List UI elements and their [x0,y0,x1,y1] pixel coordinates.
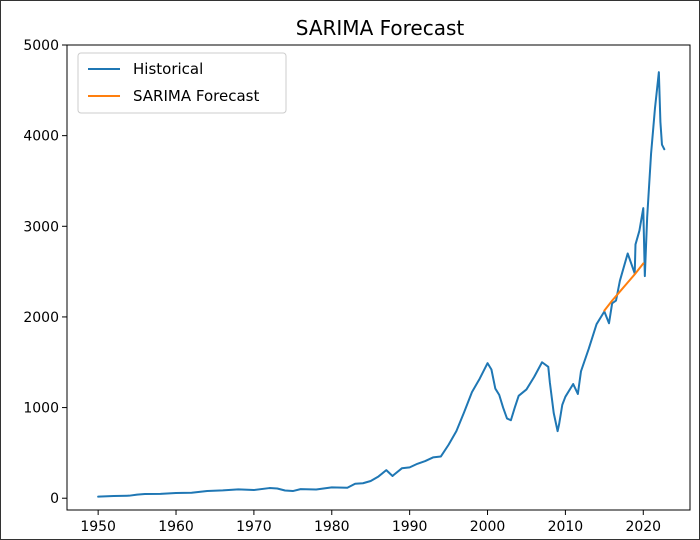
y-tick-label: 4000 [23,129,59,145]
plot-area-frame [66,44,691,511]
x-tick-label: 1980 [314,519,350,535]
series-line-0 [97,71,666,498]
x-axis: 1950 1960 1970 1980 1990 2000 2010 2020 [80,510,661,535]
series-line-1 [603,262,645,312]
x-tick-label: 2000 [470,519,506,535]
x-tick-label: 2010 [548,519,584,535]
plot-series [97,71,666,498]
y-tick-label: 2000 [23,310,59,326]
legend: Historical SARIMA Forecast [77,52,287,114]
chart-title: SARIMA Forecast [296,16,465,40]
x-tick-label: 1970 [236,519,272,535]
legend-label-0: Historical [133,60,203,78]
x-tick-label: 2020 [625,519,661,535]
legend-box [77,52,287,114]
y-axis: 0 1000 2000 3000 4000 5000 [23,38,67,507]
x-tick-label: 1960 [158,519,194,535]
x-tick-label: 1950 [80,519,116,535]
y-tick-label: 5000 [23,38,59,54]
y-tick-label: 1000 [23,401,59,417]
y-tick-label: 3000 [23,219,59,235]
legend-label-1: SARIMA Forecast [133,87,259,105]
y-tick-label: 0 [50,491,59,507]
x-tick-label: 1990 [392,519,428,535]
